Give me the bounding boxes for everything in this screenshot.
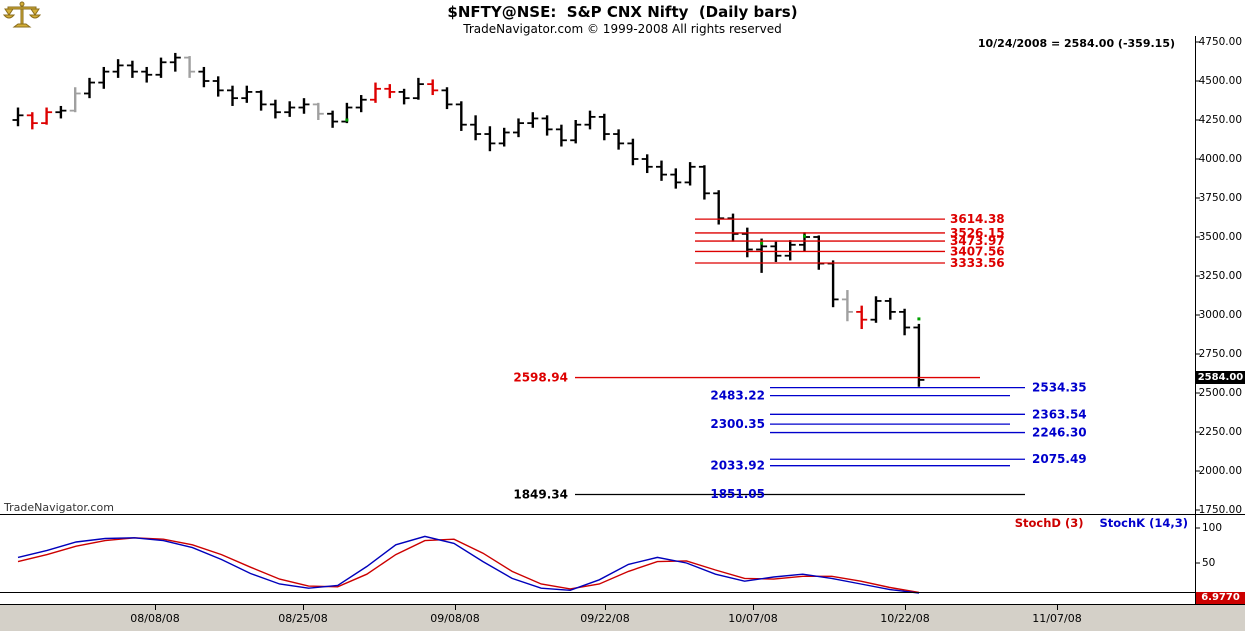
level-label: 2246.30 — [1032, 426, 1087, 440]
tradenavigator-logo-icon — [2, 1, 42, 28]
stoch-value-badge: 6.9770 — [1196, 592, 1245, 604]
date-axis-tick — [303, 605, 304, 610]
chart-header: $NFTY@NSE: S&P CNX Nifty (Daily bars) Tr… — [0, 0, 1245, 36]
watermark: TradeNavigator.com — [4, 501, 114, 514]
date-axis-label: 10/07/08 — [728, 612, 778, 625]
date-axis[interactable]: 08/08/08 08/25/08 09/08/08 09/22/08 10/07/08… — [0, 604, 1245, 631]
level-label: 2598.94 — [513, 371, 568, 385]
date-axis-label: 09/08/08 — [430, 612, 480, 625]
level-label: 1849.34 — [513, 488, 568, 502]
level-label: 2075.49 — [1032, 452, 1087, 466]
level-label: 3407.56 — [950, 244, 1005, 258]
level-label: 2300.35 — [710, 417, 765, 431]
stochk-label: StochK (14,3) — [1099, 516, 1189, 530]
current-price-badge: 2584.00 — [1196, 371, 1245, 384]
stoch-baseline — [0, 592, 1195, 593]
stochk-line — [17, 535, 920, 594]
panel-divider — [0, 514, 1245, 515]
date-axis-label: 08/25/08 — [278, 612, 328, 625]
price-axis-line — [1195, 36, 1196, 604]
date-axis-label: 09/22/08 — [580, 612, 630, 625]
date-axis-tick — [1057, 605, 1058, 610]
date-axis-tick — [605, 605, 606, 610]
level-label: 2033.92 — [710, 459, 765, 473]
level-label: 2363.54 — [1032, 407, 1087, 421]
stoch-legend: StochD (3) StochK (14,3) — [1015, 516, 1188, 530]
level-label: 2483.22 — [710, 389, 765, 403]
level-label: 3473.97 — [950, 234, 1005, 248]
date-axis-label: 08/08/08 — [130, 612, 180, 625]
date-axis-tick — [455, 605, 456, 610]
level-label: 1851.05 — [710, 487, 765, 501]
stochd-line — [17, 537, 920, 594]
date-axis-tick — [155, 605, 156, 610]
date-axis-label: 10/22/08 — [880, 612, 930, 625]
level-label: 3526.15 — [950, 226, 1005, 240]
level-label: 2534.35 — [1032, 381, 1087, 395]
chart-title: $NFTY@NSE: S&P CNX Nifty (Daily bars) — [447, 3, 798, 21]
chart-copyright: TradeNavigator.com © 1999-2008 All right… — [463, 22, 782, 36]
green-signal-mark — [803, 234, 806, 238]
green-signal-mark — [345, 118, 349, 122]
stochd-label: StochD (3) — [1014, 516, 1084, 530]
level-label: 3614.38 — [950, 212, 1005, 226]
date-axis-label: 11/07/08 — [1032, 612, 1082, 625]
last-quote-readout: 10/24/2008 = 2584.00 (-359.15) — [977, 37, 1175, 50]
date-axis-tick — [905, 605, 906, 610]
level-label: 3333.56 — [950, 256, 1005, 270]
date-axis-tick — [753, 605, 754, 610]
green-signal-mark — [760, 241, 764, 245]
green-signal-mark — [917, 317, 921, 321]
